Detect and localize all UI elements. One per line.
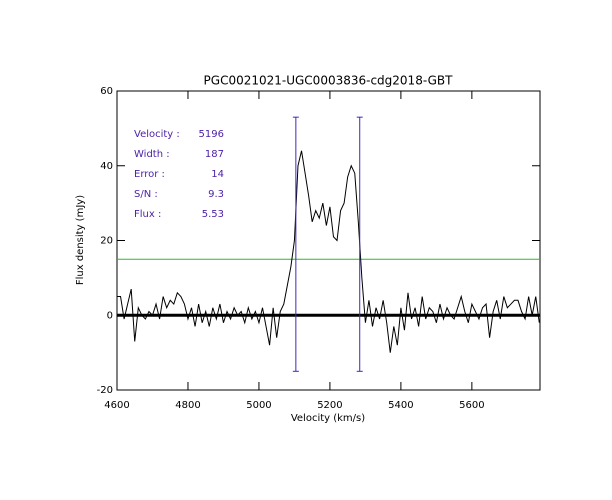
stat-label: Error : [134, 169, 165, 180]
stat-label: S/N : [134, 189, 158, 200]
y-axis-label: Flux density (mJy) [75, 195, 86, 285]
y-tick-label: 60 [100, 86, 113, 97]
stat-label: Width : [134, 149, 170, 160]
stat-label: Flux : [134, 209, 161, 220]
x-tick-label: 5600 [459, 400, 484, 411]
stat-label: Velocity : [134, 129, 180, 140]
x-tick-label: 5400 [388, 400, 413, 411]
stat-value: 5196 [199, 129, 224, 140]
y-tick-label: 20 [100, 236, 113, 247]
stat-value: 5.53 [202, 209, 224, 220]
stat-value: 14 [211, 169, 224, 180]
y-tick-label: -20 [97, 385, 113, 396]
y-tick-label: 40 [100, 161, 113, 172]
x-tick-label: 5000 [246, 400, 271, 411]
x-tick-label: 5200 [317, 400, 342, 411]
stat-value: 9.3 [208, 189, 224, 200]
y-tick-label: 0 [107, 310, 113, 321]
x-tick-label: 4800 [175, 400, 200, 411]
chart-title: PGC0021021-UGC0003836-cdg2018-GBT [204, 74, 454, 88]
plot-frame [116, 90, 541, 391]
x-axis-label: Velocity (km/s) [291, 413, 365, 424]
stat-value: 187 [205, 149, 224, 160]
spectrum-line [117, 150, 540, 353]
x-tick-label: 4600 [104, 400, 129, 411]
